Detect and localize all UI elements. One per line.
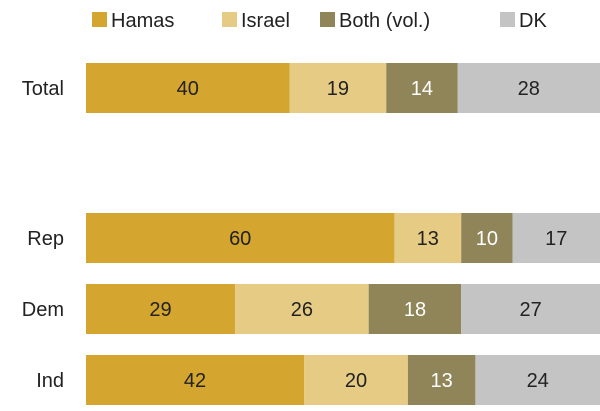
- legend-label-hamas: Hamas: [111, 10, 174, 32]
- legend-item-israel: Israel: [222, 10, 290, 32]
- bar-total-israel: [289, 63, 387, 113]
- data-label-ind-hamas: 42: [184, 370, 206, 392]
- bar-dem-dk: [461, 284, 600, 334]
- data-label-ind-dk: 24: [527, 370, 549, 392]
- data-label-total-hamas: 40: [177, 78, 199, 100]
- bar-rep-israel: [394, 213, 462, 263]
- data-label-total-israel: 19: [327, 78, 349, 100]
- data-label-total-both-vol: 14: [411, 78, 433, 100]
- row-label-rep: Rep: [27, 228, 64, 250]
- bar-rep-both-vol: [461, 213, 513, 263]
- bar-total-both-vol: [386, 63, 458, 113]
- bar-rep-dk: [512, 213, 600, 263]
- data-label-total-dk: 28: [518, 78, 540, 100]
- data-label-dem-both-vol: 18: [404, 299, 426, 321]
- data-label-ind-israel: 20: [345, 370, 367, 392]
- data-label-rep-both-vol: 10: [476, 228, 498, 250]
- row-label-dem: Dem: [22, 299, 64, 321]
- row-dem: Dem 29 26 18 27: [22, 284, 600, 334]
- legend-swatch-hamas: [92, 12, 107, 27]
- legend-label-israel: Israel: [241, 10, 290, 32]
- legend-swatch-both-vol: [320, 12, 335, 27]
- data-label-rep-israel: 13: [417, 228, 439, 250]
- legend: Hamas Israel Both (vol.) DK: [92, 10, 547, 32]
- bar-ind-israel: [304, 355, 408, 405]
- row-total: Total 40 19 14 28: [22, 63, 600, 113]
- bar-total-dk: [457, 63, 600, 113]
- legend-item-both-vol: Both (vol.): [320, 10, 430, 32]
- bar-dem-hamas: [86, 284, 236, 334]
- legend-item-hamas: Hamas: [92, 10, 174, 32]
- row-label-ind: Ind: [36, 370, 64, 392]
- bar-rep-hamas: [86, 213, 395, 263]
- bar-dem-both-vol: [368, 284, 462, 334]
- legend-label-dk: DK: [519, 10, 547, 32]
- data-label-rep-hamas: 60: [229, 228, 251, 250]
- legend-item-dk: DK: [500, 10, 547, 32]
- bar-total-hamas: [86, 63, 290, 113]
- data-label-dem-dk: 27: [519, 299, 541, 321]
- legend-swatch-israel: [222, 12, 237, 27]
- bar-dem-israel: [235, 284, 369, 334]
- row-label-total: Total: [22, 78, 64, 100]
- row-ind: Ind 42 20 13 24: [36, 355, 600, 405]
- bar-ind-hamas: [86, 355, 305, 405]
- legend-swatch-dk: [500, 12, 515, 27]
- data-label-ind-both-vol: 13: [431, 370, 453, 392]
- data-label-rep-dk: 17: [545, 228, 567, 250]
- bar-ind-dk: [475, 355, 600, 405]
- legend-label-both-vol: Both (vol.): [339, 10, 430, 32]
- row-rep: Rep 60 13 10 17: [27, 213, 600, 263]
- data-label-dem-israel: 26: [291, 299, 313, 321]
- data-label-dem-hamas: 29: [149, 299, 171, 321]
- bar-ind-both-vol: [407, 355, 476, 405]
- chart-rows: Total 40 19 14 28 Rep 60 13 10 17 Dem 29 26 18 27 Ind 42…: [22, 63, 600, 405]
